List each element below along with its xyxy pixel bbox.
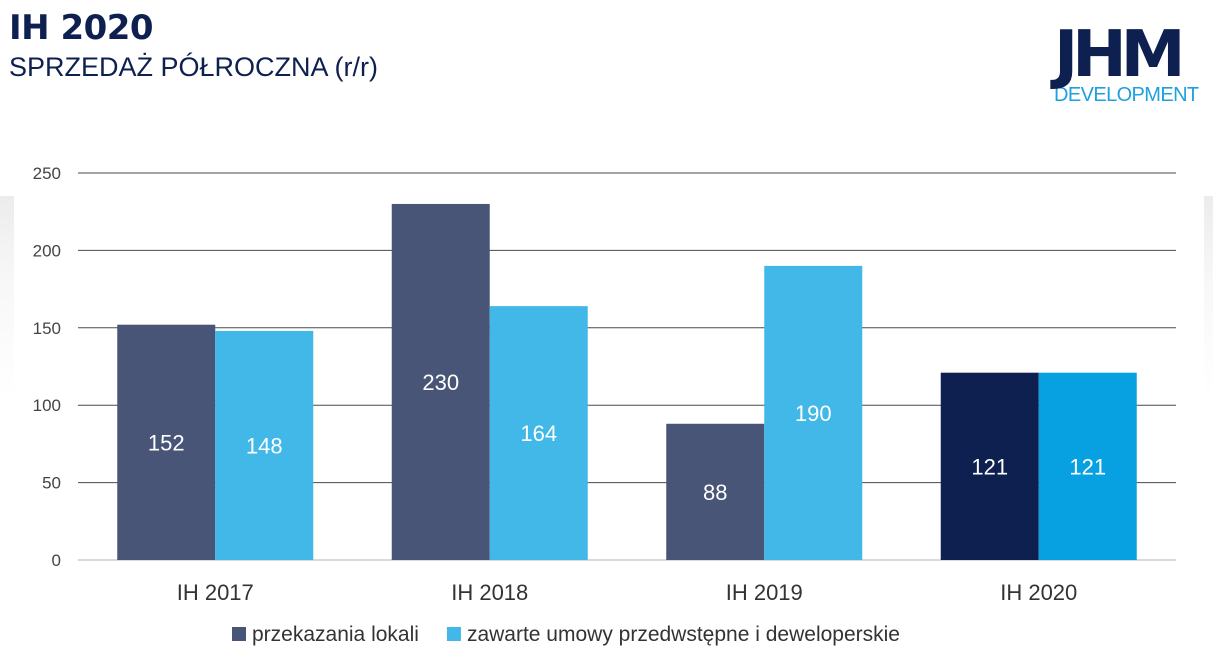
page-subtitle: SPRZEDAŻ PÓŁROCZNA (r/r) (9, 52, 379, 82)
logo-wordmark: DEVELOPMENT (1054, 84, 1199, 106)
y-tick-label: 0 (52, 551, 61, 570)
data-label: 152 (148, 430, 185, 455)
x-tick-label: IH 2018 (451, 580, 528, 605)
data-label: 121 (1069, 454, 1106, 479)
bar (940, 372, 1039, 560)
data-label: 148 (246, 433, 283, 458)
y-tick-label: 50 (42, 474, 61, 493)
y-tick-label: 150 (33, 319, 61, 338)
logo-mark: JHM (1054, 18, 1186, 92)
header: IH 2020 SPRZEDAŻ PÓŁROCZNA (r/r) (9, 8, 378, 84)
y-tick-label: 100 (33, 396, 61, 415)
data-label: 230 (422, 370, 459, 395)
chart-panel: 0 50 100 150 200 250 152 148 IH 2017 230 164 IH 201… (14, 161, 1204, 655)
x-tick-label: IH 2017 (177, 580, 254, 605)
y-tick-label: 200 (33, 241, 61, 260)
legend-swatch (446, 627, 461, 641)
y-tick-label: 250 (33, 164, 61, 183)
page-title: IH 2020 (9, 8, 154, 48)
legend-label: zawarte umowy przedwstępne i dewelopersk… (467, 623, 900, 646)
x-tick-label: IH 2019 (726, 580, 803, 605)
x-tick-label: IH 2020 (1000, 580, 1077, 605)
bar (764, 265, 863, 560)
bar (1038, 372, 1137, 560)
bar (489, 306, 588, 560)
data-label: 88 (703, 480, 727, 505)
company-logo: JHM DEVELOPMENT (1054, 18, 1204, 106)
legend-swatch (232, 627, 246, 641)
bar (391, 203, 490, 560)
bar (215, 330, 314, 560)
bar-chart: 0 50 100 150 200 250 152 148 IH 2017 230 164 IH 201… (33, 164, 1176, 646)
bar (117, 324, 216, 560)
bar (666, 423, 765, 560)
data-label: 121 (971, 454, 1008, 479)
data-label: 190 (795, 401, 832, 426)
data-label: 164 (520, 421, 557, 446)
legend-label: przekazania lokali (252, 623, 419, 646)
